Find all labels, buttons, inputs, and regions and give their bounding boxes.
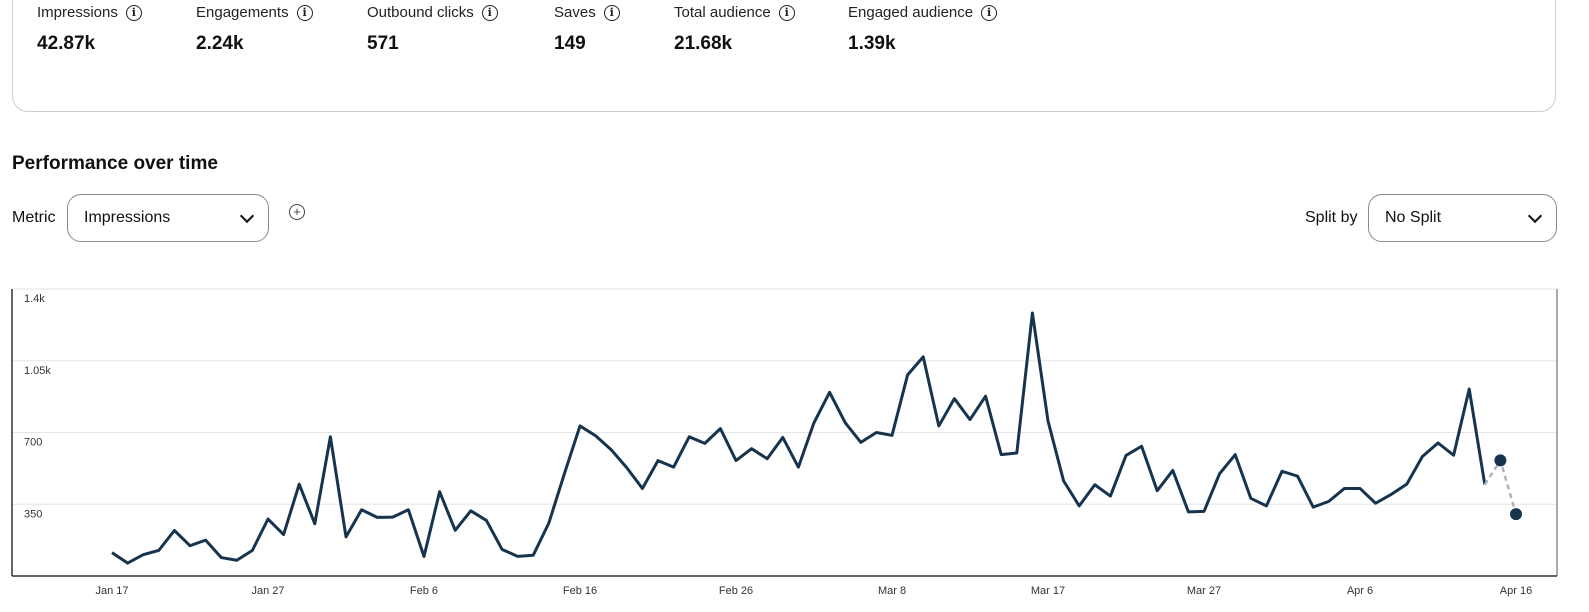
x-tick-label: Feb 26 — [719, 585, 753, 597]
x-tick-label: Mar 27 — [1187, 585, 1221, 597]
x-tick-label: Feb 16 — [563, 585, 597, 597]
metric-total-audience: Total audience i 21.68k — [674, 4, 795, 55]
metric-label-row: Outbound clicks i — [367, 4, 498, 21]
chevron-down-icon — [1527, 208, 1543, 223]
metric-engagements: Engagements i 2.24k — [196, 4, 313, 55]
split-by-dropdown-value: No Split — [1385, 209, 1442, 226]
metric-label: Engagements — [196, 4, 289, 21]
metric-engaged-audience: Engaged audience i 1.39k — [848, 4, 998, 55]
metric-value: 571 — [367, 33, 399, 54]
metric-label-row: Impressions i — [37, 4, 142, 21]
y-tick-label: 1.4k — [24, 293, 45, 305]
x-tick-label: Jan 17 — [95, 585, 128, 597]
metric-value: 21.68k — [674, 33, 733, 54]
projected-data-point — [1510, 508, 1522, 521]
metric-label: Impressions — [37, 4, 118, 21]
metric-value: 149 — [554, 33, 586, 54]
projected-series-line — [1483, 457, 1518, 515]
metric-label: Saves — [554, 4, 596, 21]
metric-dropdown[interactable]: Impressions — [67, 194, 269, 242]
split-by-label: Split by — [1305, 209, 1358, 226]
metric-label: Engaged audience — [848, 4, 974, 21]
x-tick-label: Feb 6 — [410, 585, 438, 597]
metric-dropdown-value: Impressions — [84, 209, 171, 226]
y-tick-label: 700 — [24, 437, 42, 449]
info-icon[interactable]: i — [981, 4, 998, 21]
impressions-line-chart: 350 700 1.05k 1.4k Jan 17 Jan 27 Feb 6 Feb 16 Fe… — [11, 288, 1558, 597]
info-icon[interactable]: i — [125, 4, 142, 21]
split-by-dropdown[interactable]: No Split — [1368, 194, 1557, 242]
x-tick-label: Mar 17 — [1031, 585, 1065, 597]
y-tick-label: 1.05k — [24, 365, 51, 377]
impressions-series-line — [111, 311, 1487, 565]
x-tick-label: Jan 27 — [251, 585, 284, 597]
projected-data-point — [1494, 454, 1507, 467]
info-icon[interactable]: i — [296, 4, 313, 21]
metric-value: 42.87k — [37, 33, 96, 54]
y-tick-label: 350 — [24, 508, 42, 520]
metric-label: Metric — [12, 209, 56, 226]
x-tick-label: Apr 6 — [1347, 585, 1373, 597]
x-tick-label: Apr 16 — [1500, 585, 1532, 597]
metric-value: 1.39k — [848, 33, 896, 54]
metric-label-row: Engagements i — [196, 4, 313, 21]
x-tick-label: Mar 8 — [878, 585, 906, 597]
metric-saves: Saves i 149 — [554, 4, 620, 55]
metric-impressions: Impressions i 42.87k — [37, 4, 142, 55]
metric-label-row: Engaged audience i — [848, 4, 998, 21]
add-metric-icon[interactable]: + — [289, 204, 305, 220]
metric-label: Total audience — [674, 4, 771, 21]
metric-label-row: Saves i — [554, 4, 620, 21]
chevron-down-icon — [239, 208, 255, 223]
metric-label-row: Total audience i — [674, 4, 795, 21]
info-icon[interactable]: i — [778, 4, 795, 21]
metric-value: 2.24k — [196, 33, 244, 54]
metric-outbound-clicks: Outbound clicks i 571 — [367, 4, 498, 55]
info-icon[interactable]: i — [603, 4, 620, 21]
section-title: Performance over time — [12, 153, 218, 174]
metric-label: Outbound clicks — [367, 4, 474, 21]
info-icon[interactable]: i — [481, 4, 498, 21]
metrics-summary-card — [12, 0, 1556, 112]
